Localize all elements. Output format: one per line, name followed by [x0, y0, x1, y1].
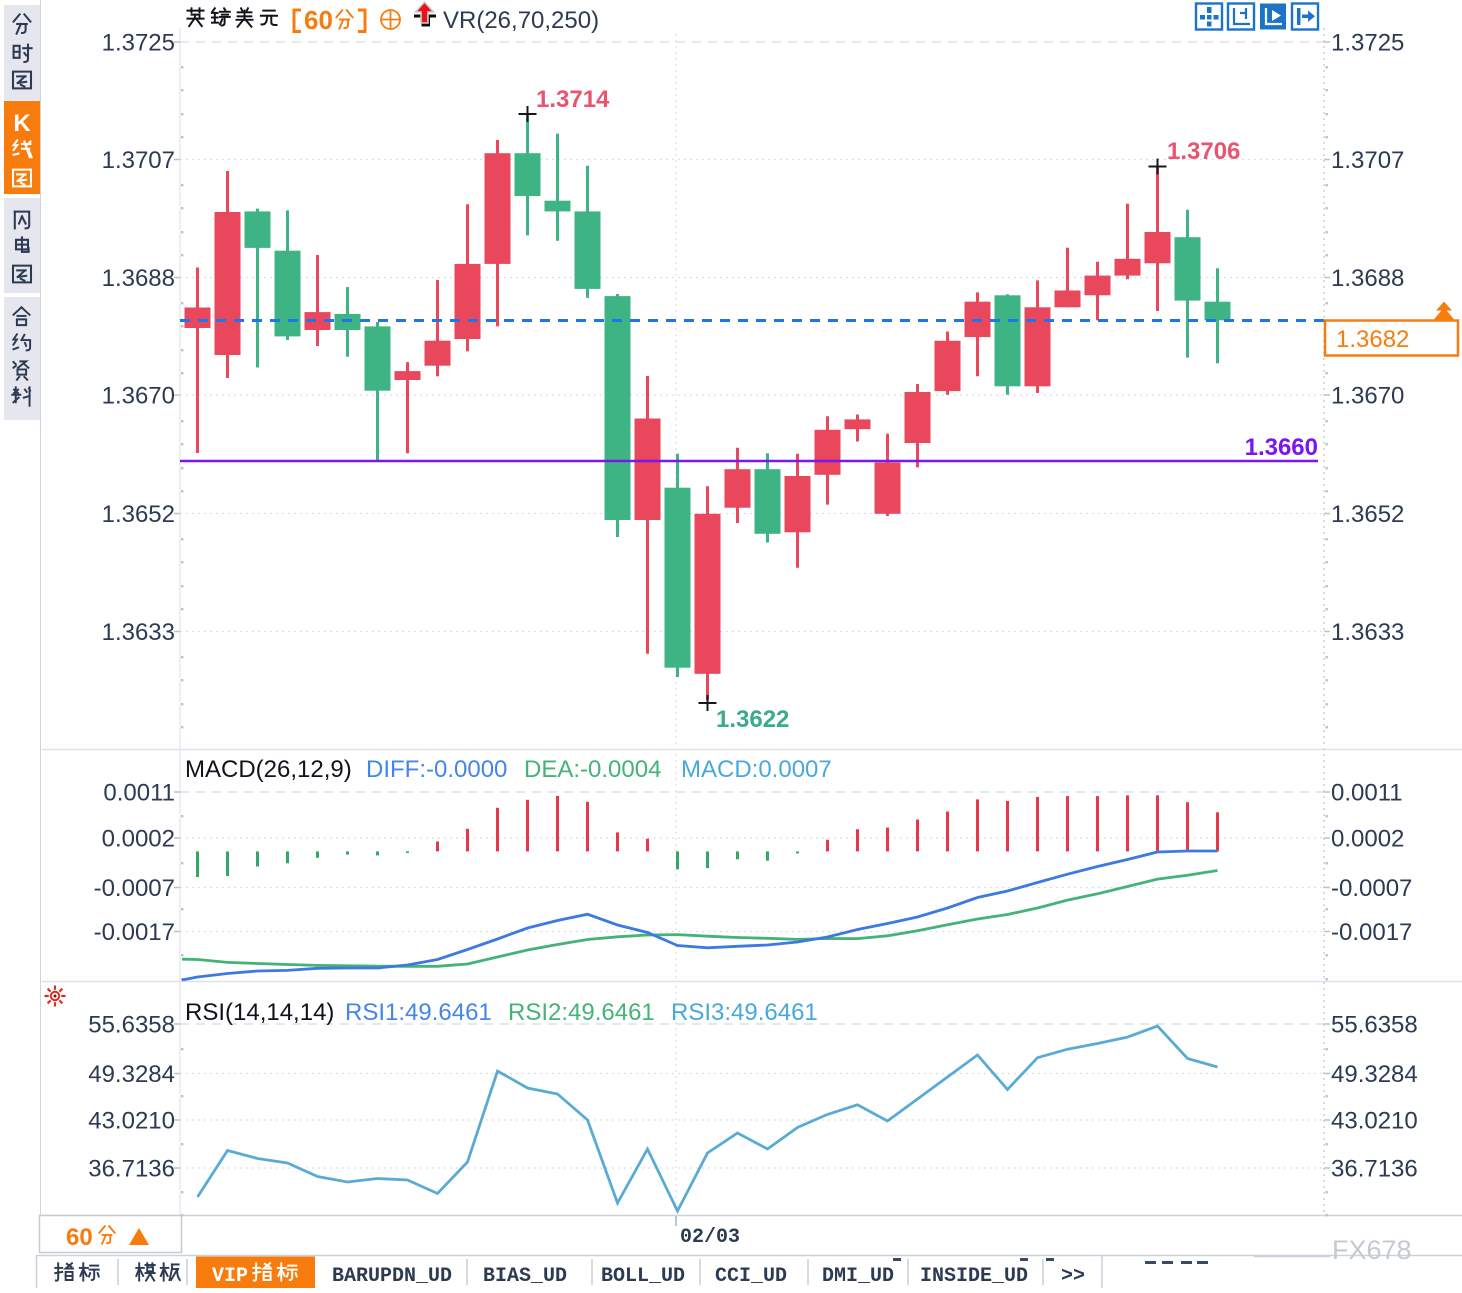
svg-text:1.3707: 1.3707	[1331, 147, 1404, 174]
svg-text:BIAS_UD: BIAS_UD	[483, 1265, 567, 1288]
svg-text:55.6358: 55.6358	[88, 1012, 175, 1039]
svg-text:CCI_UD: CCI_UD	[715, 1265, 787, 1288]
svg-text:1.3670: 1.3670	[102, 383, 175, 410]
svg-text:02/03: 02/03	[680, 1226, 740, 1249]
svg-text:43.0210: 43.0210	[1331, 1108, 1418, 1135]
svg-text:K: K	[13, 110, 31, 137]
svg-text:1.3725: 1.3725	[1331, 30, 1404, 57]
svg-text:-0.0007: -0.0007	[1331, 875, 1412, 902]
svg-text:1.3706: 1.3706	[1167, 138, 1240, 165]
svg-text:RSI3:49.6461: RSI3:49.6461	[671, 999, 818, 1026]
svg-text:43.0210: 43.0210	[88, 1108, 175, 1135]
svg-text:FX678: FX678	[1332, 1235, 1412, 1265]
svg-text:1.3688: 1.3688	[102, 265, 175, 292]
svg-text:1.3633: 1.3633	[1331, 619, 1404, 646]
svg-text:DEA:-0.0004: DEA:-0.0004	[524, 756, 661, 783]
svg-text:RSI1:49.6461: RSI1:49.6461	[345, 999, 492, 1026]
svg-text:49.3284: 49.3284	[88, 1061, 175, 1088]
svg-text:1.3688: 1.3688	[1331, 265, 1404, 292]
svg-text:1.3652: 1.3652	[102, 501, 175, 528]
svg-text:55.6358: 55.6358	[1331, 1012, 1418, 1039]
svg-text:0.0002: 0.0002	[1331, 826, 1404, 853]
svg-text:>>: >>	[1061, 1265, 1085, 1288]
svg-text:0.0011: 0.0011	[1331, 780, 1403, 807]
svg-text:BARUPDN_UD: BARUPDN_UD	[332, 1265, 452, 1288]
svg-text:VIP: VIP	[212, 1265, 248, 1288]
svg-text:1.3670: 1.3670	[1331, 383, 1404, 410]
svg-text:BOLL_UD: BOLL_UD	[601, 1265, 685, 1288]
svg-text:MACD:0.0007: MACD:0.0007	[681, 756, 832, 783]
svg-text:1.3707: 1.3707	[102, 147, 175, 174]
svg-text:60: 60	[304, 5, 333, 35]
svg-text:DMI_UD: DMI_UD	[822, 1265, 894, 1288]
svg-text:60: 60	[66, 1224, 93, 1251]
svg-text:MACD(26,12,9): MACD(26,12,9)	[185, 756, 352, 783]
svg-text:1.3725: 1.3725	[102, 30, 175, 57]
svg-text:DIFF:-0.0000: DIFF:-0.0000	[366, 756, 507, 783]
svg-text:RSI(14,14,14): RSI(14,14,14)	[185, 999, 334, 1026]
svg-text:RSI2:49.6461: RSI2:49.6461	[508, 999, 655, 1026]
svg-text:1.3633: 1.3633	[102, 619, 175, 646]
svg-text:-0.0017: -0.0017	[94, 919, 175, 946]
svg-text:1.3652: 1.3652	[1331, 501, 1404, 528]
svg-text:-0.0007: -0.0007	[94, 875, 175, 902]
svg-text:49.3284: 49.3284	[1331, 1061, 1418, 1088]
svg-text:36.7136: 36.7136	[88, 1156, 175, 1183]
svg-text:1.3682: 1.3682	[1336, 326, 1409, 353]
svg-text:36.7136: 36.7136	[1331, 1156, 1418, 1183]
svg-text:1.3714: 1.3714	[536, 86, 610, 113]
svg-text:VR(26,70,250): VR(26,70,250)	[443, 7, 599, 34]
svg-text:-0.0017: -0.0017	[1331, 919, 1412, 946]
svg-text:1.3660: 1.3660	[1245, 434, 1318, 461]
svg-text:INSIDE_UD: INSIDE_UD	[920, 1265, 1028, 1288]
svg-text:0.0011: 0.0011	[103, 780, 175, 807]
svg-text:0.0002: 0.0002	[102, 826, 175, 853]
svg-text:1.3622: 1.3622	[716, 706, 789, 733]
